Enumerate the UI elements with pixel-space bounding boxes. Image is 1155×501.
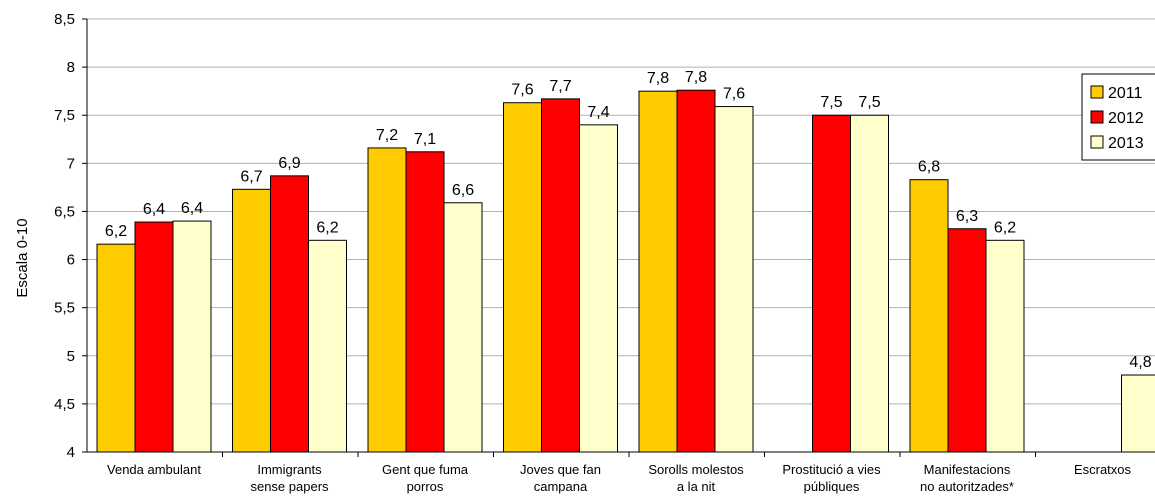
data-label: 6,4	[143, 201, 165, 218]
data-label: 7,5	[820, 94, 842, 111]
bar-2011	[232, 188, 271, 453]
data-label: 7,5	[858, 94, 880, 111]
data-label: 7,4	[587, 104, 609, 121]
y-tick-label: 4,5	[54, 396, 75, 413]
x-tick-label: Prostitució a vies	[782, 462, 881, 477]
data-label: 6,7	[240, 168, 262, 185]
bar-2012	[405, 151, 445, 453]
bar-2012	[134, 221, 174, 453]
data-label: 7,6	[723, 86, 745, 103]
data-label: 6,6	[452, 182, 474, 199]
legend-swatch-2011	[1090, 85, 1104, 99]
data-label: 7,8	[685, 69, 707, 86]
y-axis-label: Escala 0-10	[14, 218, 31, 297]
data-label: 6,8	[918, 159, 940, 176]
x-tick-label: Escratxos	[1074, 462, 1132, 477]
legend-label-2012: 2012	[1108, 110, 1144, 127]
x-tick-label: Immigrants	[257, 462, 322, 477]
y-tick-label: 6,5	[54, 203, 75, 220]
data-label: 6,2	[105, 223, 127, 240]
y-tick-label: 8	[67, 59, 75, 76]
data-label: 7,8	[647, 70, 669, 87]
bar-2012	[541, 98, 580, 453]
bar-2011	[367, 147, 407, 453]
data-label: 7,7	[549, 78, 571, 95]
bar-2011	[96, 243, 136, 453]
legend-swatch-2012	[1090, 110, 1104, 124]
bar-2013	[579, 124, 618, 453]
bar-2011	[638, 90, 678, 453]
bar-2013	[985, 239, 1025, 453]
bar-2012	[270, 175, 309, 453]
bar-2013	[172, 220, 212, 453]
bar-2011	[909, 179, 949, 453]
data-label: 7,6	[511, 82, 533, 99]
data-labels: 6,2 6,4 6,4 6,7 6,9 6,2 7,2 7,1 6,6 7,6 7,7 7,4 7,8 7…	[105, 69, 1152, 371]
data-label: 6,2	[994, 219, 1016, 236]
bar-2013	[1121, 374, 1155, 453]
bar-2012	[947, 228, 987, 453]
x-tick-label: sense papers	[250, 479, 329, 494]
bars	[96, 89, 1155, 453]
bar-2012	[812, 114, 851, 453]
x-tick-label: Joves que fan	[520, 462, 601, 477]
axes: 4 4,5 5 5,5 6 6,5 7 7,5 8 8,5 Venda ambulant Immigr…	[54, 11, 1155, 494]
y-tick-label: 8,5	[54, 11, 75, 28]
x-tick-label: porros	[407, 479, 444, 494]
x-tick-label: a la nit	[677, 479, 716, 494]
x-tick-label: Venda ambulant	[107, 462, 201, 477]
x-tick-label: públiques	[804, 479, 860, 494]
bar-2013	[714, 106, 754, 453]
data-label: 4,8	[1129, 354, 1151, 371]
x-tick-label: campana	[534, 479, 588, 494]
data-label: 6,9	[278, 155, 300, 172]
y-tick-label: 5	[67, 348, 75, 365]
y-tick-label: 4	[67, 444, 75, 461]
x-tick-label: Gent que fuma	[382, 462, 469, 477]
bar-2013	[850, 114, 889, 453]
x-tick-label: Manifestacions	[924, 462, 1011, 477]
legend: 2011 2012 2013	[1081, 73, 1155, 161]
legend-label-2011: 2011	[1108, 85, 1143, 102]
x-tick-label: no autoritzades*	[920, 479, 1014, 494]
data-label: 6,2	[316, 219, 338, 236]
x-tick-label: Sorolls molestos	[648, 462, 744, 477]
bar-2011	[503, 102, 542, 453]
y-tick-label: 7	[67, 155, 75, 172]
data-label: 7,1	[414, 131, 436, 148]
bar-2012	[676, 89, 716, 453]
y-tick-label: 6	[67, 252, 75, 269]
legend-swatch-2013	[1090, 135, 1104, 149]
data-label: 6,4	[181, 200, 203, 217]
data-label: 6,3	[956, 208, 978, 225]
data-label: 7,2	[376, 127, 398, 144]
bar-2013	[308, 239, 347, 453]
legend-label-2013: 2013	[1108, 135, 1144, 152]
y-tick-label: 5,5	[54, 300, 75, 317]
bar-2013	[443, 202, 483, 453]
y-tick-label: 7,5	[54, 107, 75, 124]
